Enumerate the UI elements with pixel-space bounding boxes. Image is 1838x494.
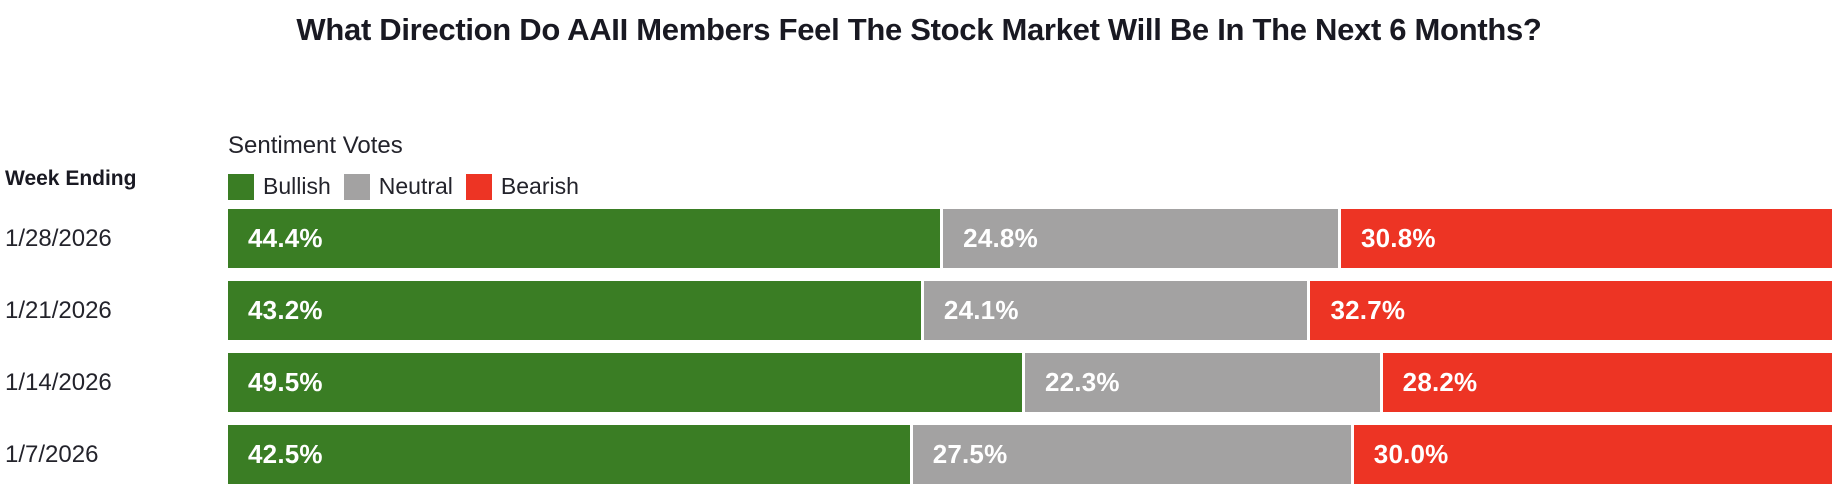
segment-value: 30.0% <box>1373 439 1449 469</box>
segment-value: 28.2% <box>1402 367 1478 397</box>
row-axis-header: Week Ending <box>0 167 228 200</box>
neutral-swatch-icon <box>343 173 370 200</box>
legend-title: Sentiment Votes <box>228 132 403 159</box>
legend-label-bearish: Bearish <box>500 173 579 199</box>
bar-segment-bearish: 30.8% <box>1337 209 1832 268</box>
stacked-bar: 44.4% 24.8% 30.8% <box>228 209 1832 268</box>
legend-block: Sentiment Votes Bullish Neutral Bearish <box>228 132 1832 200</box>
legend-label-bullish: Bullish <box>263 173 331 199</box>
segment-value: 44.4% <box>248 223 323 253</box>
legend-label-neutral: Neutral <box>378 173 453 199</box>
week-ending-value: 1/14/2026 <box>5 368 112 396</box>
segment-value: 42.5% <box>248 439 323 469</box>
bar-segment-neutral: 24.1% <box>920 281 1308 340</box>
chart-area: Week Ending Sentiment Votes Bullish Neut… <box>0 132 1838 484</box>
legend-item-bullish: Bullish <box>228 173 331 200</box>
segment-value: 43.2% <box>248 295 323 325</box>
legend-item-bearish: Bearish <box>465 173 579 200</box>
week-ending-value: 1/28/2026 <box>5 224 112 252</box>
legend-item-neutral: Neutral <box>343 173 453 200</box>
chart-header: Week Ending Sentiment Votes Bullish Neut… <box>0 132 1832 200</box>
legend: Bullish Neutral Bearish <box>228 173 1832 200</box>
bar-row: 1/14/2026 49.5% 22.3% 28.2% <box>0 353 1832 412</box>
stacked-bar: 42.5% 27.5% 30.0% <box>228 425 1832 484</box>
chart-title: What Direction Do AAII Members Feel The … <box>296 12 1542 47</box>
bar-row: 1/21/2026 43.2% 24.1% 32.7% <box>0 281 1832 340</box>
bar-segment-bullish: 43.2% <box>228 281 921 340</box>
stacked-bar: 43.2% 24.1% 32.7% <box>228 281 1832 340</box>
bar-segment-neutral: 27.5% <box>909 425 1351 484</box>
bar-segment-bearish: 32.7% <box>1307 281 1832 340</box>
segment-value: 49.5% <box>248 367 323 397</box>
bar-segment-neutral: 24.8% <box>940 209 1338 268</box>
bar-segment-neutral: 22.3% <box>1021 353 1380 412</box>
week-ending-axis-label: Week Ending <box>5 167 137 190</box>
bar-segment-bearish: 30.0% <box>1350 425 1832 484</box>
bullish-swatch-icon <box>228 173 254 200</box>
segment-value: 22.3% <box>1044 367 1120 397</box>
bar-segment-bullish: 44.4% <box>228 209 941 268</box>
bar-rows: 1/28/2026 44.4% 24.8% 30.8% 1/21/2026 43.2% 24… <box>0 209 1832 484</box>
bar-row: 1/28/2026 44.4% 24.8% 30.8% <box>0 209 1832 268</box>
segment-value: 24.1% <box>943 295 1019 325</box>
bar-segment-bearish: 28.2% <box>1379 353 1832 412</box>
bearish-swatch-icon <box>465 173 492 200</box>
segment-value: 32.7% <box>1330 295 1406 325</box>
bar-segment-bullish: 42.5% <box>228 425 910 484</box>
segment-value: 30.8% <box>1360 223 1436 253</box>
bar-segment-bullish: 49.5% <box>228 353 1022 412</box>
stacked-bar: 49.5% 22.3% 28.2% <box>228 353 1832 412</box>
bar-row: 1/7/2026 42.5% 27.5% 30.0% <box>0 425 1832 484</box>
week-ending-value: 1/21/2026 <box>5 296 112 324</box>
week-ending-value: 1/7/2026 <box>5 440 99 468</box>
segment-value: 24.8% <box>963 223 1038 253</box>
segment-value: 27.5% <box>932 439 1008 469</box>
